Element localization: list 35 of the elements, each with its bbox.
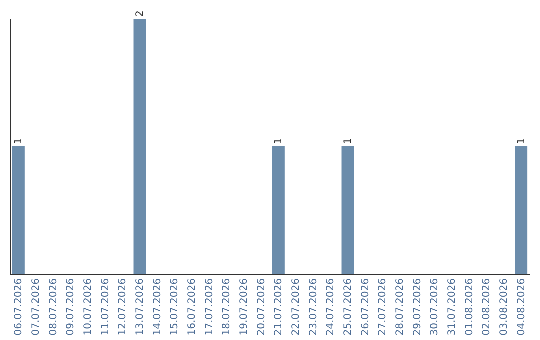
data-label: 1 — [274, 138, 285, 144]
x-tick-label: 10.07.2026 — [83, 278, 94, 336]
x-tick-label: 23.07.2026 — [308, 278, 320, 336]
x-tick-label: 15.07.2026 — [170, 278, 181, 336]
x-tick-label: 20.07.2026 — [256, 278, 268, 336]
x-tick-label: 11.07.2026 — [100, 278, 112, 336]
x-tick-label: 17.07.2026 — [204, 278, 216, 336]
x-tick-label: 06.07.2026 — [14, 278, 25, 336]
x-tick-label: 13.07.2026 — [135, 278, 146, 336]
data-label: 1 — [516, 138, 528, 144]
x-tick-label: 28.07.2026 — [395, 278, 406, 336]
x-tick-label: 22.07.2026 — [291, 278, 302, 336]
x-tick-label: 01.08.2026 — [464, 278, 476, 336]
x-tick-label: 03.08.2026 — [499, 278, 510, 336]
x-tick-label: 16.07.2026 — [187, 278, 198, 336]
x-tick-label: 21.07.2026 — [274, 278, 285, 336]
data-label: 2 — [135, 10, 146, 17]
x-tick-label: 12.07.2026 — [118, 278, 129, 336]
x-tick-label: 09.07.2026 — [66, 278, 77, 336]
x-tick-label: 26.07.2026 — [360, 278, 372, 336]
x-tick-label: 04.08.2026 — [516, 278, 528, 336]
x-tick-label: 02.08.2026 — [482, 278, 493, 336]
x-tick-label: 19.07.2026 — [239, 278, 250, 336]
data-label: 1 — [343, 138, 354, 144]
x-tick-label: 29.07.2026 — [412, 278, 424, 336]
x-tick-label: 25.07.2026 — [343, 278, 354, 336]
x-tick-label: 30.07.2026 — [430, 278, 441, 336]
data-label: 1 — [14, 138, 25, 144]
x-tick-label: 31.07.2026 — [447, 278, 458, 336]
x-tick-label: 18.07.2026 — [222, 278, 233, 336]
x-tick-label: 07.07.2026 — [31, 278, 42, 336]
x-tick-label: 24.07.2026 — [326, 278, 337, 336]
x-tick-label: 14.07.2026 — [152, 278, 164, 336]
x-tick-label: 08.07.2026 — [48, 278, 60, 336]
x-tick-label: 27.07.2026 — [378, 278, 389, 336]
